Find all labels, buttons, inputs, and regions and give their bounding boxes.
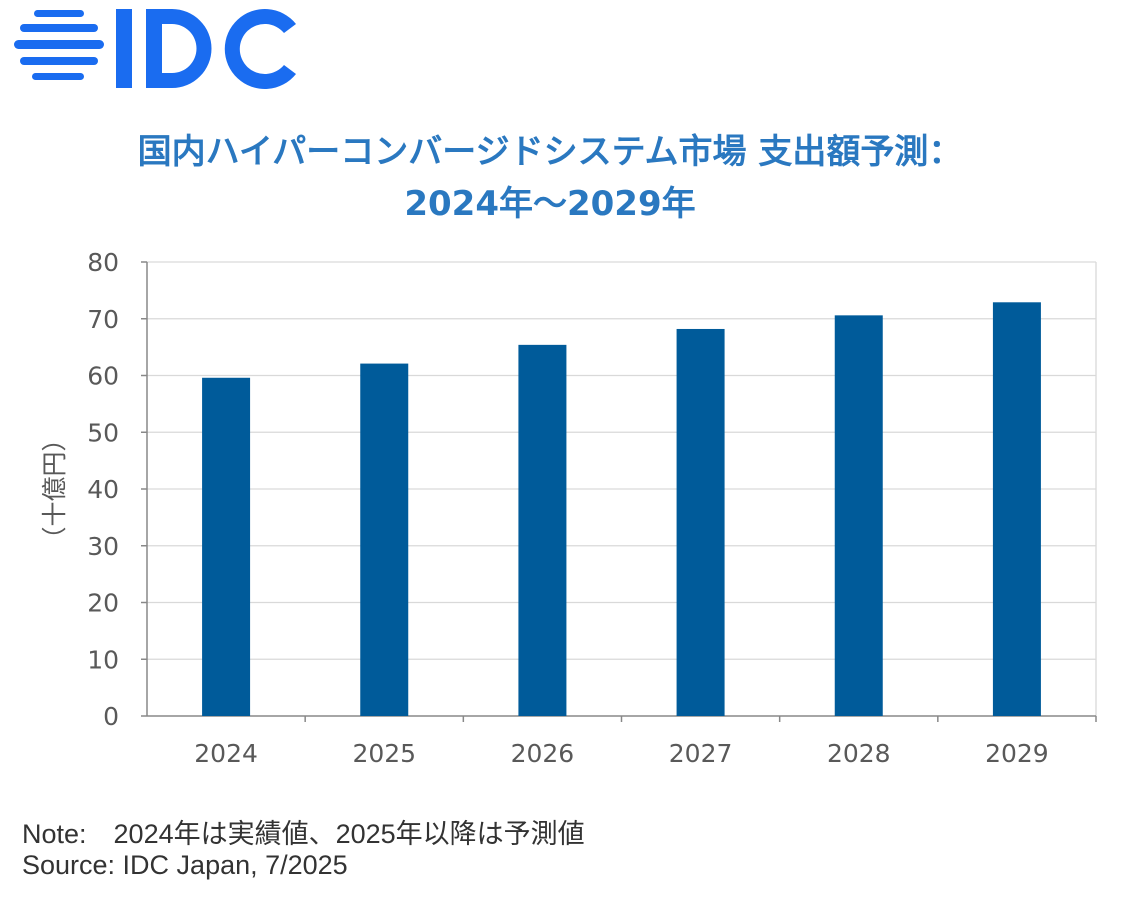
x-tick-label: 2027 — [669, 739, 733, 768]
y-tick-label: 20 — [87, 589, 119, 618]
source-text: Source: IDC Japan, 7/2025 — [22, 850, 348, 880]
x-tick-label: 2029 — [985, 739, 1049, 768]
x-tick-label: 2028 — [827, 739, 891, 768]
y-tick-label: 0 — [103, 702, 119, 731]
x-tick-label: 2024 — [194, 739, 258, 768]
y-tick-label: 50 — [87, 418, 119, 447]
y-tick-label: 80 — [87, 248, 119, 277]
y-tick-label: 40 — [87, 475, 119, 504]
bar-2026 — [518, 344, 567, 716]
bar-2027 — [676, 328, 725, 716]
x-tick-label: 2025 — [352, 739, 416, 768]
bar-2025 — [360, 363, 409, 716]
y-tick-label: 60 — [87, 362, 119, 391]
idc-logo — [14, 9, 296, 90]
chart-title-line1: 国内ハイパーコンバージドシステム市場 支出額予測： — [137, 132, 963, 172]
x-tick-label: 2026 — [511, 739, 575, 768]
y-axis-label: （十億円） — [40, 426, 69, 551]
bar-2024 — [202, 377, 251, 716]
bar-2028 — [834, 315, 883, 716]
y-tick-label: 70 — [87, 305, 119, 334]
chart-title-line2: 2024年～2029年 — [404, 184, 696, 224]
y-tick-label: 10 — [87, 645, 119, 674]
note-text: Note: 2024年は実績値、2025年以降は予測値 — [22, 819, 585, 849]
y-tick-label: 30 — [87, 532, 119, 561]
bar-chart: 0 10 20 30 40 50 60 70 80 2024 2025 2026 2027 2028 202… — [40, 248, 1097, 768]
bar-2029 — [992, 302, 1041, 716]
